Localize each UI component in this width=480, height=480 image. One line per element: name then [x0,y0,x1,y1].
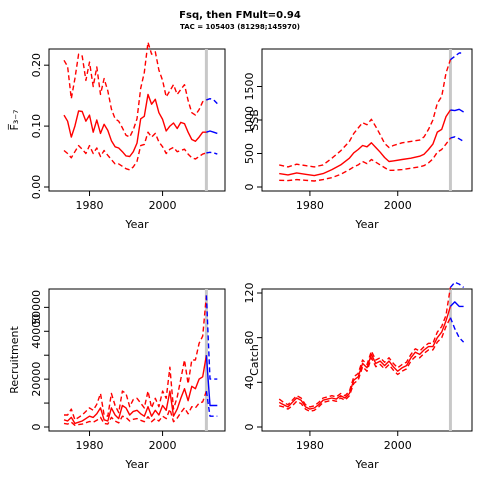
plot-frame [261,288,473,432]
series-historic-upper-line [64,295,208,421]
y-tick-label: 0.00 [30,175,43,200]
series-forecast-median-line [449,301,464,308]
series-historic-upper-line [278,287,452,408]
y-tick-label: 40 [243,375,256,389]
y-tick-label: 0 [243,184,256,191]
chart-panel-catch: 1980 2000 Year 0 40 80 120 Catch [243,281,473,471]
y-axis-label: F̅₃₋₇ [8,110,21,131]
plot-frame [48,48,226,192]
x-axis-label: Year [124,218,149,231]
x-axis-label: Year [354,458,379,471]
series-forecast-upper-line [205,295,218,380]
x-axis-label: Year [354,218,379,231]
x-tick-label: 1980 [296,199,324,212]
x-tick-label: 2000 [149,439,177,452]
series-forecast-median-line [205,355,218,407]
series-forecast-median-line [450,108,464,113]
series-historic-lower-line [63,131,207,171]
series-historic-lower-line [279,317,452,413]
series-forecast-upper-line [206,98,218,105]
series-forecast-median-line [206,130,218,135]
series-historic-lower-line [279,137,451,182]
page-subtitle: TAC = 105403 (81298;145970) [180,23,300,31]
y-tick-label: 50000 [30,290,43,325]
x-tick-label: 2000 [384,199,412,212]
y-tick-label: 1000 [243,106,256,134]
y-tick-label: 40000 [30,314,43,349]
chart-panel-ssb: 1980 2000 Year 0 500 1000 1500 SSB [243,48,473,231]
y-axis-label: SSB [248,109,261,131]
series-historic-median-line [279,109,451,177]
page-title: Fsq, then FMult=0.94 [179,10,301,21]
y-tick-label: 0 [243,424,256,431]
series-historic-median-line [63,93,207,158]
y-tick-label: 0.10 [30,114,43,139]
series-forecast-upper-line [449,281,465,288]
x-tick-label: 1980 [296,439,324,452]
series-historic-lower-line [63,390,208,426]
x-tick-label: 2000 [149,199,177,212]
series-forecast-lower-line [205,391,218,417]
series-forecast-lower-line [450,136,464,143]
series-historic-upper-line [63,41,207,138]
plot-frame [48,288,226,432]
y-axis-label: Catch [248,344,261,376]
series-historic-upper-line [279,59,452,168]
y-tick-label: 20000 [30,362,43,397]
y-tick-label: 80 [243,331,256,345]
x-axis-label: Year [124,458,149,471]
x-tick-label: 1980 [76,199,104,212]
y-tick-label: 0.20 [30,53,43,78]
y-tick-label: 0 [30,424,43,431]
y-tick-label: 500 [243,143,256,164]
series-forecast-lower-line [206,151,218,155]
plot-frame [261,48,473,192]
x-tick-label: 1980 [76,439,104,452]
y-tick-label: 120 [243,283,256,304]
series-historic-median-line [63,355,208,425]
series-forecast-lower-line [449,317,465,343]
y-tick-label: 1500 [243,73,256,101]
series-historic-median-line [278,306,452,410]
series-forecast-upper-line [449,52,464,61]
y-axis-label: Recruitment [8,326,21,394]
x-tick-label: 2000 [384,439,412,452]
